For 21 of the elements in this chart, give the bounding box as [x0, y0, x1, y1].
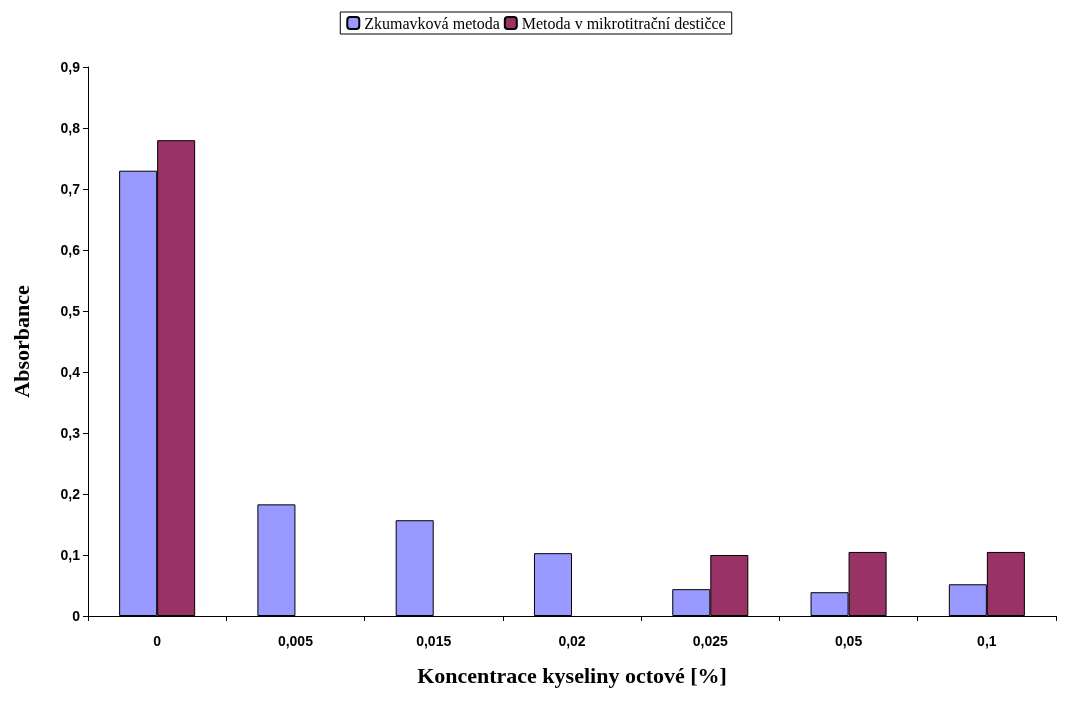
- x-axis-title: Koncentrace kyseliny octové [%]: [417, 662, 727, 688]
- x-tick-label: 0: [153, 633, 162, 649]
- y-tick-label: 0,5: [60, 303, 81, 319]
- y-tick-label: 0,1: [60, 547, 81, 563]
- legend-label: Metoda v mikrotitrační destičce: [521, 14, 726, 32]
- y-tick-label: 0,4: [60, 364, 81, 380]
- y-tick-label: 0,9: [60, 59, 81, 75]
- y-tick-label: 0,6: [60, 242, 81, 258]
- y-tick-label: 0,2: [60, 486, 81, 502]
- x-tick-label: 0,015: [416, 633, 452, 649]
- y-tick-label: 0,7: [60, 181, 81, 197]
- y-tick-label: 0: [72, 608, 81, 624]
- legend-label: Zkumavková metoda: [364, 14, 500, 32]
- x-tick-label: 0,005: [277, 633, 314, 649]
- x-tick-label: 0,05: [834, 633, 863, 649]
- x-tick-label: 0,1: [977, 633, 997, 649]
- y-tick-label: 0,3: [60, 425, 81, 441]
- y-axis-title: Absorbance: [8, 285, 34, 398]
- x-tick-label: 0,02: [558, 633, 586, 649]
- x-tick-label: 0,025: [692, 633, 729, 649]
- y-tick-label: 0,8: [60, 120, 81, 136]
